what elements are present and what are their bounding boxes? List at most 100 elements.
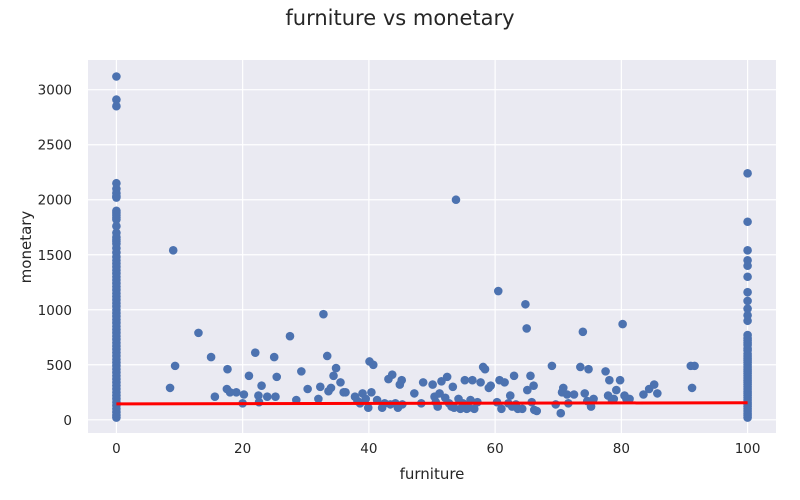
data-point <box>569 390 579 399</box>
data-point <box>743 261 752 271</box>
data-point <box>428 380 437 389</box>
data-point <box>743 304 752 313</box>
data-point <box>418 378 428 387</box>
data-point <box>112 215 121 224</box>
data-point <box>397 375 407 385</box>
data-point <box>743 246 752 255</box>
data-point <box>223 364 232 374</box>
data-point <box>297 367 306 376</box>
data-point <box>612 385 621 395</box>
data-point <box>331 363 341 373</box>
data-point <box>529 381 538 390</box>
data-point <box>649 380 659 389</box>
data-point <box>558 383 568 393</box>
data-point <box>361 394 371 404</box>
data-point <box>271 392 280 401</box>
data-point <box>285 331 295 341</box>
data-point <box>194 328 203 338</box>
data-point <box>368 360 378 370</box>
trend-line <box>116 401 748 406</box>
data-point <box>269 352 279 362</box>
data-point <box>589 394 598 404</box>
data-point <box>442 372 452 382</box>
x-tick-labels: 0 20 40 60 80 100 <box>112 441 760 457</box>
trend-line-group <box>116 401 748 406</box>
data-point <box>509 371 519 381</box>
data-point <box>578 327 588 337</box>
data-point <box>743 296 752 306</box>
data-point <box>500 378 509 387</box>
data-point <box>319 309 328 319</box>
data-point <box>367 387 376 397</box>
x-tick-label: 60 <box>487 441 504 457</box>
x-tick-label: 80 <box>613 441 630 457</box>
plot-background <box>88 60 776 433</box>
data-point <box>363 403 373 412</box>
data-point <box>743 413 752 422</box>
x-tick-label: 40 <box>360 441 377 457</box>
data-point <box>451 195 461 205</box>
data-point <box>112 72 121 81</box>
data-point <box>250 348 260 357</box>
data-point <box>580 389 590 398</box>
x-tick-label: 0 <box>112 441 121 457</box>
data-point <box>170 361 180 371</box>
y-tick-label: 1500 <box>38 248 72 264</box>
data-point <box>303 384 312 394</box>
data-point <box>522 324 531 333</box>
y-tick-label: 2500 <box>38 138 72 154</box>
y-tick-labels: 0 500 1000 1500 2000 2500 3000 <box>38 83 72 429</box>
data-point <box>547 361 557 371</box>
data-point <box>329 371 338 381</box>
data-point <box>653 389 662 398</box>
data-point <box>505 391 515 400</box>
y-tick-label: 500 <box>46 358 72 374</box>
data-point <box>322 351 332 361</box>
data-point <box>615 375 625 385</box>
data-point <box>206 352 216 362</box>
data-point <box>576 362 585 372</box>
data-point <box>526 371 535 381</box>
data-point <box>165 383 175 393</box>
data-point <box>476 378 485 387</box>
data-point <box>225 387 235 397</box>
x-axis-label: furniture <box>400 465 465 483</box>
x-tick-label: 20 <box>234 441 251 457</box>
data-point <box>387 370 397 379</box>
data-point <box>232 387 241 397</box>
data-point <box>468 375 477 385</box>
y-tick-label: 3000 <box>38 83 72 99</box>
data-point <box>469 404 479 414</box>
data-point <box>639 390 648 399</box>
data-point <box>410 389 419 398</box>
data-point <box>244 371 254 381</box>
data-point <box>262 392 272 401</box>
data-point <box>254 391 263 400</box>
data-point <box>112 101 121 111</box>
data-point <box>112 413 121 422</box>
data-points <box>112 72 752 422</box>
data-point <box>556 408 566 418</box>
y-tick-label: 0 <box>63 413 72 429</box>
data-point <box>448 382 458 392</box>
data-point <box>532 406 542 416</box>
gridlines <box>88 60 776 433</box>
data-point <box>460 375 470 385</box>
data-point <box>609 394 619 404</box>
chart-title: furniture vs monetary <box>285 6 515 30</box>
data-point <box>314 394 323 404</box>
data-point <box>743 272 752 282</box>
data-point <box>168 246 178 255</box>
x-tick-label: 100 <box>735 441 761 457</box>
data-point <box>605 375 614 385</box>
data-point <box>112 95 121 104</box>
data-point <box>601 367 610 376</box>
data-point <box>486 381 496 390</box>
data-point <box>239 390 249 399</box>
data-point <box>112 193 121 202</box>
data-point <box>497 404 506 414</box>
data-point <box>315 382 325 392</box>
y-axis-label: monetary <box>17 211 35 284</box>
data-point <box>584 364 593 374</box>
data-point <box>521 299 530 309</box>
